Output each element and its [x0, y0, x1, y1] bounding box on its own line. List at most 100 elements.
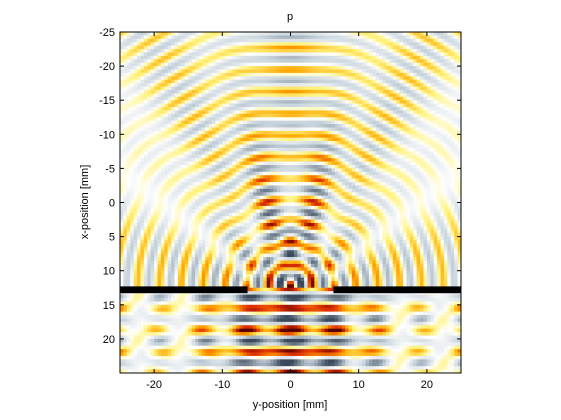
- heatmap-cell: [416, 117, 421, 122]
- heatmap-cell: [123, 161, 128, 166]
- heatmap-cell: [297, 192, 302, 197]
- heatmap-cell: [181, 199, 186, 203]
- heatmap-cell: [184, 93, 189, 98]
- heatmap-cell: [293, 137, 298, 142]
- heatmap-cell: [409, 175, 414, 180]
- heatmap-cell: [420, 117, 424, 122]
- heatmap-cell: [358, 117, 363, 122]
- heatmap-cell: [321, 144, 325, 149]
- heatmap-cell: [133, 72, 138, 77]
- heatmap-cell: [307, 72, 312, 77]
- heatmap-cell: [215, 147, 220, 152]
- heatmap-cell: [252, 45, 257, 50]
- heatmap-cell: [208, 178, 213, 183]
- heatmap-cell: [147, 62, 152, 67]
- heatmap-cell: [379, 199, 383, 203]
- heatmap-cell: [215, 168, 220, 173]
- heatmap-cell: [184, 154, 189, 159]
- heatmap-cell: [324, 178, 329, 183]
- heatmap-cell: [314, 59, 319, 64]
- heatmap-cell: [215, 72, 220, 77]
- heatmap-cell: [212, 168, 216, 173]
- heatmap-cell: [355, 83, 360, 87]
- heatmap-cell: [362, 76, 366, 81]
- heatmap-cell: [154, 86, 158, 91]
- heatmap-cell: [212, 107, 216, 111]
- heatmap-cell: [126, 127, 131, 132]
- heatmap-cell: [171, 127, 175, 132]
- heatmap-cell: [426, 55, 431, 60]
- heatmap-cell: [266, 49, 271, 53]
- heatmap-cell: [249, 130, 254, 135]
- heatmap-cell: [385, 134, 390, 139]
- heatmap-cell: [181, 96, 186, 101]
- heatmap-cell: [239, 59, 244, 64]
- heatmap-cell: [252, 72, 257, 77]
- heatmap-cell: [273, 120, 278, 125]
- heatmap-cell: [150, 38, 155, 43]
- heatmap-cell: [365, 127, 370, 132]
- heatmap-cell: [334, 100, 339, 105]
- heatmap-cell: [137, 89, 141, 94]
- heatmap-cell: [403, 141, 407, 145]
- heatmap-cell: [137, 69, 141, 74]
- heatmap-cell: [454, 124, 458, 128]
- heatmap-cell: [385, 62, 390, 67]
- heatmap-cell: [215, 79, 220, 84]
- heatmap-cell: [399, 59, 404, 64]
- heatmap-cell: [433, 79, 438, 84]
- heatmap-cell: [409, 161, 414, 166]
- heatmap-cell: [246, 130, 250, 135]
- heatmap-cell: [229, 188, 233, 193]
- heatmap-cell: [273, 38, 278, 43]
- heatmap-cell: [375, 52, 380, 57]
- heatmap-cell: [399, 69, 404, 74]
- heatmap-cell: [437, 158, 441, 162]
- heatmap-cell: [317, 147, 322, 152]
- heatmap-cell: [212, 154, 216, 159]
- heatmap-cell: [225, 93, 230, 98]
- heatmap-cell: [392, 45, 397, 50]
- heatmap-cell: [270, 113, 274, 118]
- heatmap-cell: [310, 137, 315, 142]
- heatmap-cell: [120, 178, 124, 183]
- heatmap-cell: [205, 185, 210, 190]
- heatmap-cell: [304, 103, 308, 108]
- heatmap-cell: [328, 127, 332, 132]
- heatmap-cell: [259, 52, 264, 57]
- heatmap-cell: [229, 199, 233, 203]
- heatmap-cell: [225, 144, 230, 149]
- heatmap-cell: [191, 144, 196, 149]
- heatmap-cell: [249, 69, 254, 74]
- heatmap-cell: [328, 55, 332, 60]
- heatmap-cell: [443, 178, 448, 183]
- heatmap-cell: [157, 59, 162, 64]
- heatmap-cell: [242, 59, 247, 64]
- heatmap-cell: [188, 113, 193, 118]
- heatmap-cell: [372, 62, 377, 67]
- heatmap-cell: [191, 93, 196, 98]
- heatmap-cell: [266, 158, 271, 162]
- heatmap-cell: [249, 141, 254, 145]
- heatmap-cell: [256, 76, 261, 81]
- heatmap-cell: [263, 38, 268, 43]
- heatmap-cell: [150, 178, 155, 183]
- heatmap-cell: [167, 103, 172, 108]
- heatmap-cell: [372, 137, 377, 142]
- heatmap-cell: [416, 103, 421, 108]
- heatmap-cell: [123, 62, 128, 67]
- heatmap-cell: [355, 49, 360, 53]
- heatmap-cell: [362, 45, 366, 50]
- heatmap-cell: [212, 59, 216, 64]
- heatmap-cell: [218, 79, 223, 84]
- heatmap-cell: [160, 55, 165, 60]
- heatmap-cell: [266, 96, 271, 101]
- heatmap-cell: [338, 42, 343, 47]
- heatmap-cell: [249, 154, 254, 159]
- heatmap-cell: [263, 151, 268, 156]
- heatmap-cell: [181, 141, 186, 145]
- heatmap-cell: [157, 52, 162, 57]
- heatmap-cell: [205, 110, 210, 115]
- heatmap-cell: [242, 151, 247, 156]
- heatmap-cell: [246, 151, 250, 156]
